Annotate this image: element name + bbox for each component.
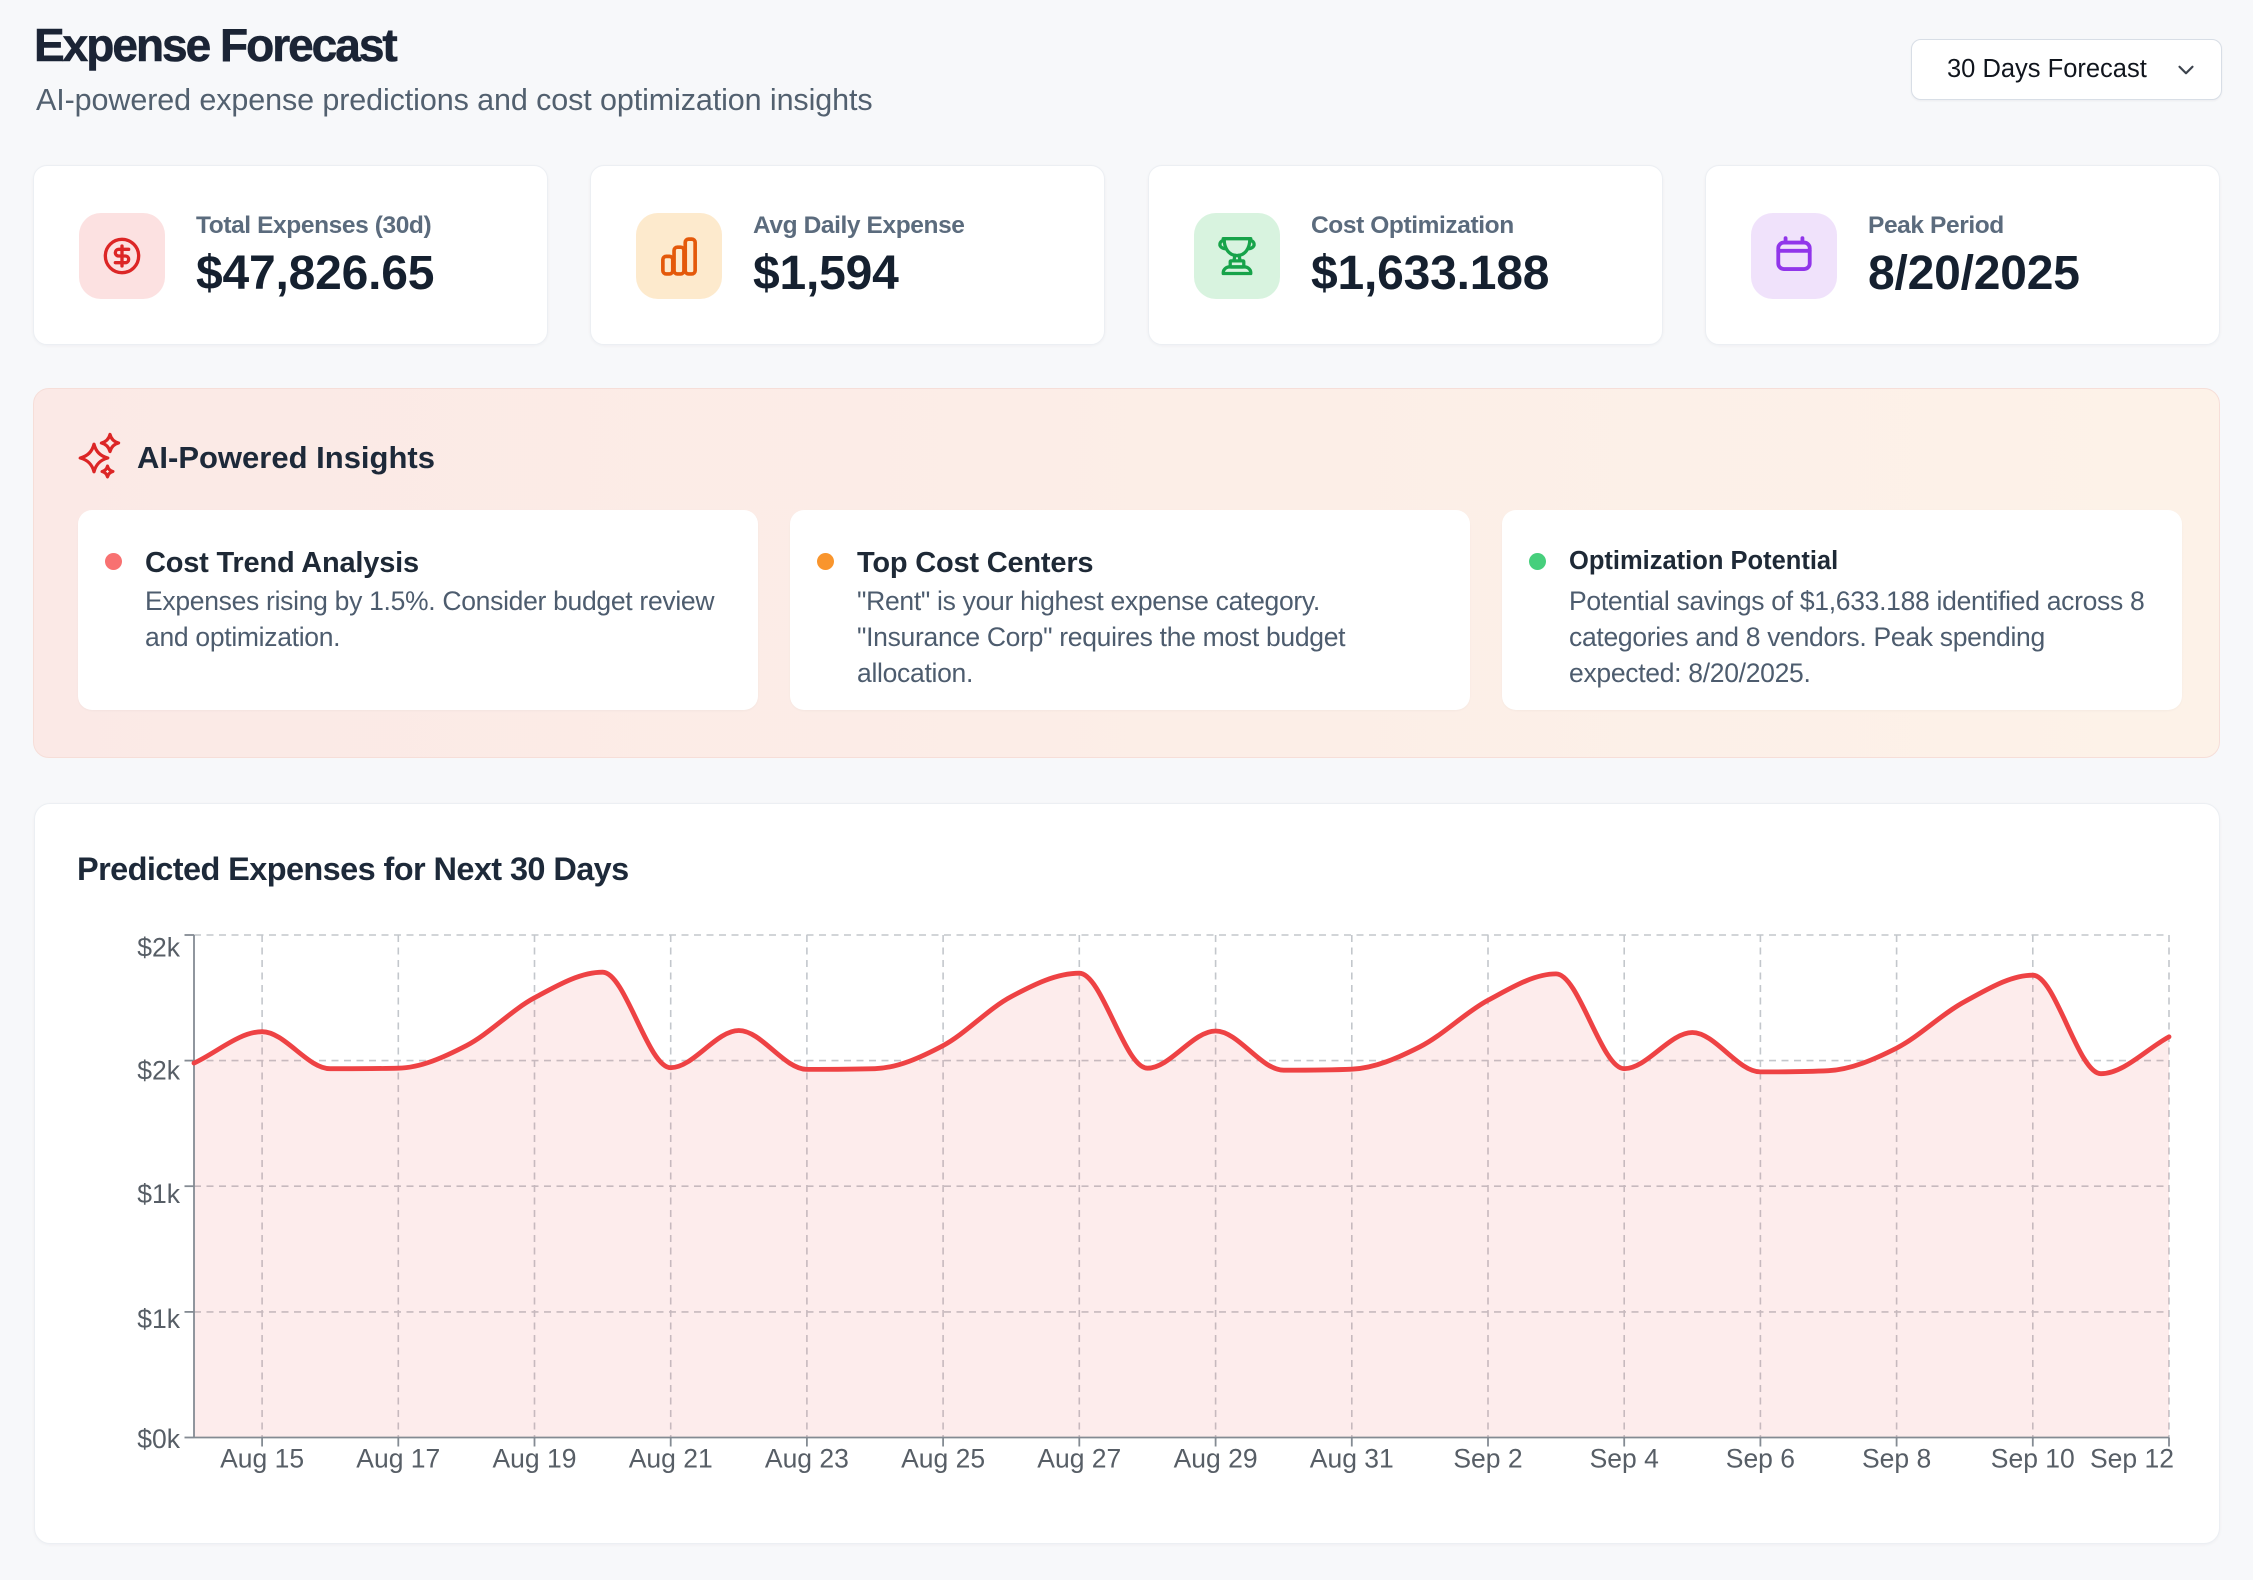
svg-text:Sep 10: Sep 10 xyxy=(1991,1444,2075,1474)
svg-text:Sep 8: Sep 8 xyxy=(1862,1444,1931,1474)
svg-text:Aug 21: Aug 21 xyxy=(629,1444,713,1474)
svg-text:Sep 12: Sep 12 xyxy=(2090,1444,2174,1474)
svg-text:Sep 2: Sep 2 xyxy=(1453,1444,1522,1474)
svg-text:$0k: $0k xyxy=(137,1424,180,1454)
svg-text:$1k: $1k xyxy=(137,1304,180,1334)
svg-text:Aug 27: Aug 27 xyxy=(1037,1444,1121,1474)
svg-text:Aug 29: Aug 29 xyxy=(1174,1444,1258,1474)
svg-text:Aug 25: Aug 25 xyxy=(901,1444,985,1474)
svg-text:$2k: $2k xyxy=(137,933,180,963)
svg-text:$2k: $2k xyxy=(137,1056,180,1086)
svg-text:Sep 6: Sep 6 xyxy=(1726,1444,1795,1474)
svg-text:Aug 15: Aug 15 xyxy=(220,1444,304,1474)
svg-text:Aug 31: Aug 31 xyxy=(1310,1444,1394,1474)
svg-text:Aug 19: Aug 19 xyxy=(493,1444,577,1474)
svg-text:Aug 17: Aug 17 xyxy=(356,1444,440,1474)
svg-text:$1k: $1k xyxy=(137,1179,180,1209)
svg-text:Sep 4: Sep 4 xyxy=(1590,1444,1659,1474)
svg-text:Aug 23: Aug 23 xyxy=(765,1444,849,1474)
